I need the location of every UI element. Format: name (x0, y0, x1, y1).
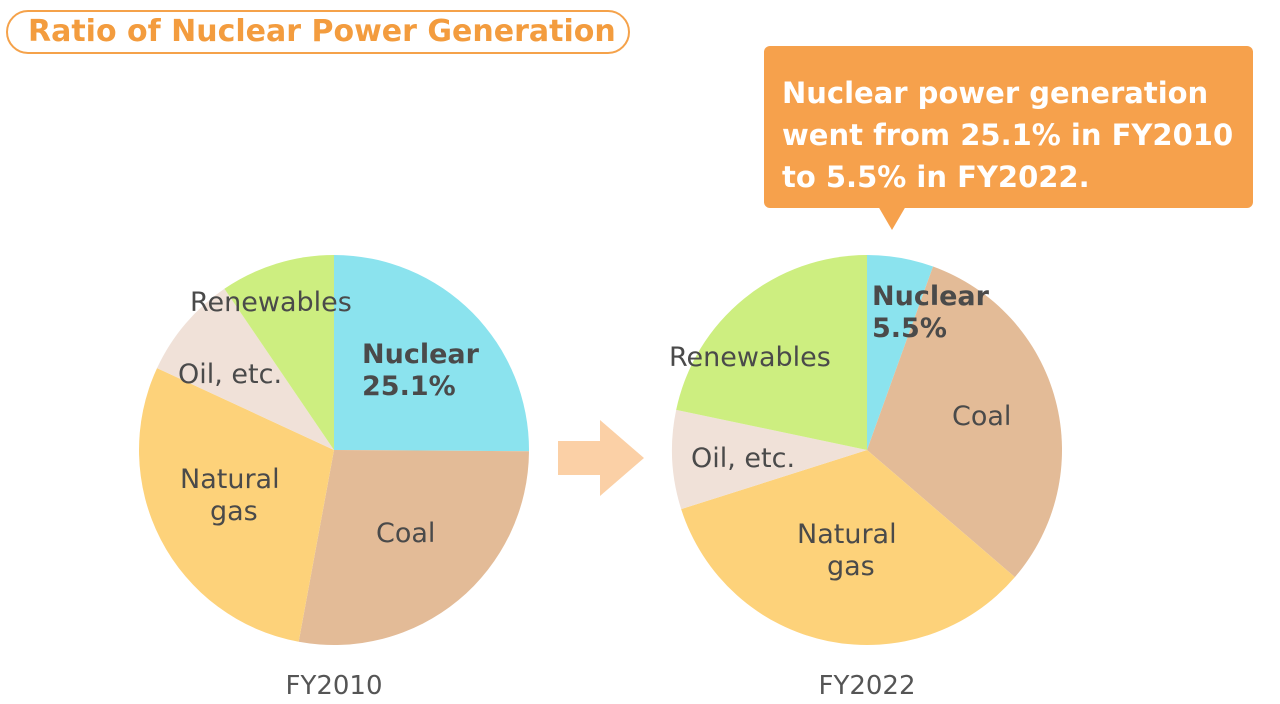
pie-slice-oil-etc (672, 409, 867, 510)
pie-slice-oil-etc (157, 288, 334, 450)
pie-slice-natural-gas (138, 368, 334, 642)
year-label: FY2010 (285, 671, 382, 701)
callout-line-2: went from 25.1% in FY2010 (782, 118, 1234, 152)
slice-label-natural-gas: Natural gas (180, 464, 280, 527)
slice-label-coal: Coal (952, 401, 1011, 432)
pie-slice-renewables (224, 255, 334, 450)
callout-line-3: to 5.5% in FY2022. (782, 160, 1090, 194)
pie-slice-coal (867, 266, 1062, 578)
pie-slice-nuclear (334, 254, 530, 452)
pie-slice-coal (298, 450, 529, 645)
callout-line-1: Nuclear power generation (782, 76, 1209, 110)
pie-slice-renewables (676, 255, 867, 450)
slice-label-nuclear: Nuclear 25.1% (362, 339, 480, 402)
slice-label-oil-etc: Oil, etc. (178, 359, 282, 390)
slice-label-nuclear: Nuclear 5.5% (872, 281, 990, 344)
slice-label-natural-gas: Natural gas (797, 519, 897, 582)
callout-pointer (878, 206, 906, 230)
transition-arrow (558, 420, 644, 496)
callout-box: Nuclear power generation went from 25.1%… (764, 46, 1253, 208)
year-label: FY2022 (818, 671, 915, 701)
pie-slice-nuclear (867, 255, 934, 450)
pie-chart-fy2010: Nuclear 25.1% Coal Natural gas Oil, etc. Renew… (138, 254, 530, 701)
page-title: Ratio of Nuclear Power Generation (6, 10, 630, 54)
slice-label-renewables: Renewables (190, 287, 352, 318)
slice-label-oil-etc: Oil, etc. (691, 443, 795, 474)
pie-slice-natural-gas (681, 450, 1015, 645)
slice-label-renewables: Renewables (669, 342, 831, 373)
slice-label-coal: Coal (376, 518, 435, 549)
pie-chart-fy2022: Nuclear 5.5% Coal Natural gas Oil, etc. Renewa… (669, 255, 1062, 701)
